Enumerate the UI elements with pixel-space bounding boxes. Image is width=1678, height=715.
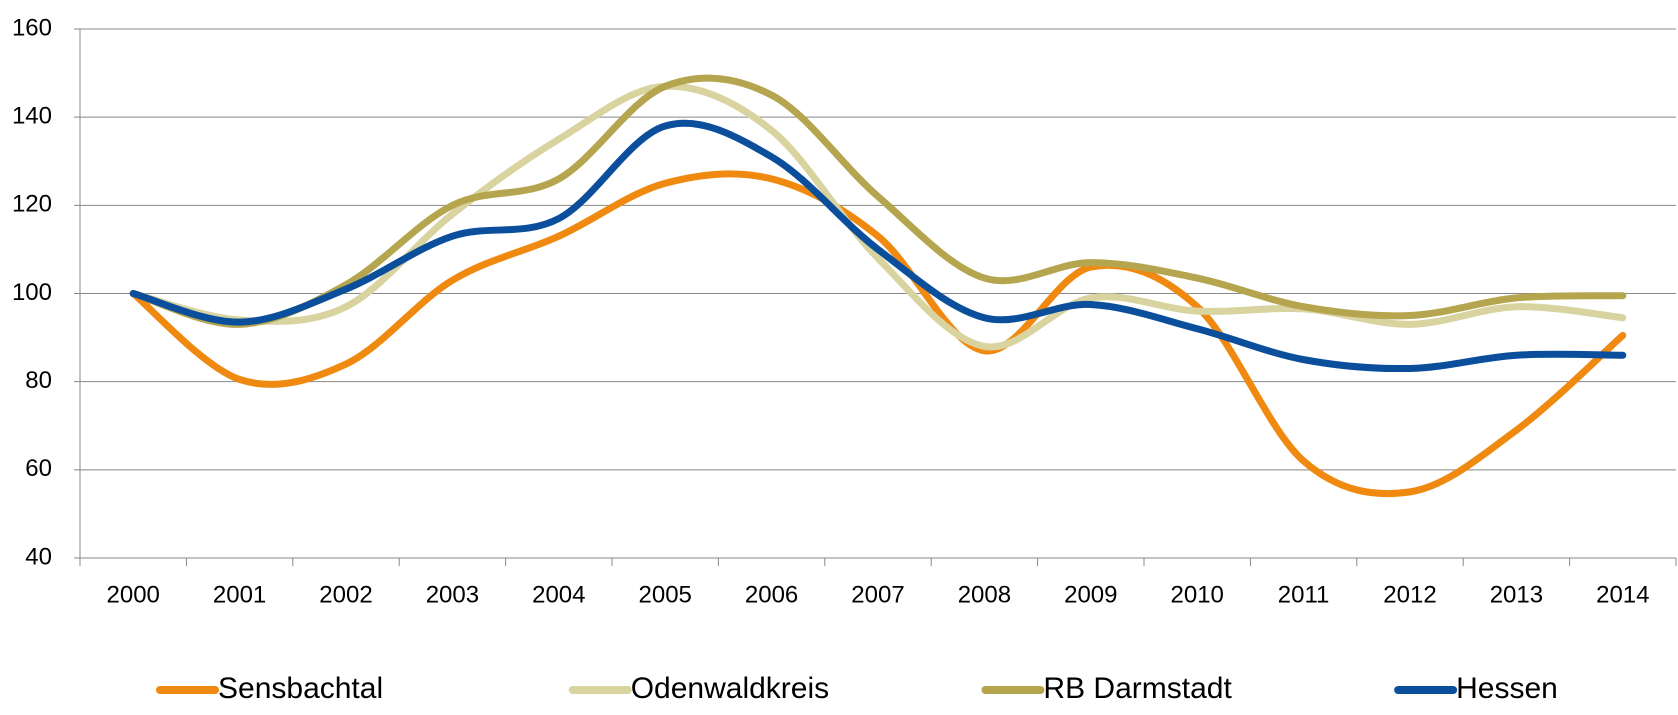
- x-tick-label: 2008: [958, 581, 1011, 608]
- y-tick-label: 120: [12, 191, 52, 218]
- x-tick-label: 2012: [1383, 581, 1436, 608]
- x-tick-label: 2000: [107, 581, 160, 608]
- x-tick-label: 2003: [426, 581, 479, 608]
- series-line: [129, 82, 1627, 351]
- x-tick-label: 2013: [1490, 581, 1543, 608]
- x-tick-label: 2007: [851, 581, 904, 608]
- x-tick-label: 2005: [639, 581, 692, 608]
- y-tick-label: 160: [12, 14, 52, 41]
- series-line: [129, 74, 1627, 328]
- y-tick-label: 140: [12, 103, 52, 130]
- legend-label: Hessen: [1456, 672, 1558, 705]
- x-tick-label: 2009: [1064, 581, 1117, 608]
- x-tick-label: 2014: [1596, 581, 1649, 608]
- legend-label: Odenwaldkreis: [631, 672, 829, 705]
- x-tick-label: 2001: [213, 581, 266, 608]
- y-tick-label: 100: [12, 279, 52, 306]
- y-tick-label: 80: [25, 367, 52, 394]
- x-tick-label: 2011: [1278, 581, 1330, 608]
- x-tick-label: 2002: [319, 581, 372, 608]
- legend-label: Sensbachtal: [218, 672, 383, 705]
- y-tick-label: 40: [25, 543, 52, 570]
- series-line: [129, 119, 1627, 373]
- x-tick-label: 2006: [745, 581, 798, 608]
- legend: Sensbachtal Odenwaldkreis RB Darmstadt Hess…: [156, 672, 1558, 705]
- y-tick-label: 60: [25, 455, 52, 482]
- legend-label: RB Darmstadt: [1043, 672, 1232, 705]
- x-tick-label: 2010: [1171, 581, 1224, 608]
- x-tick-label: 2004: [532, 581, 585, 608]
- series-line: [129, 170, 1627, 498]
